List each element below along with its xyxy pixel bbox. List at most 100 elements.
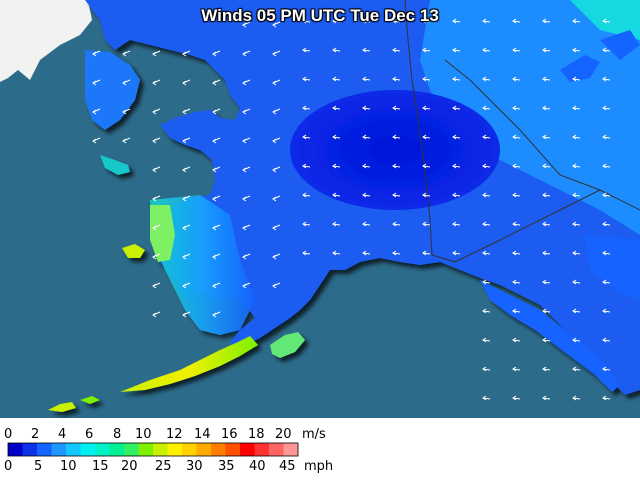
wind-arrow-head: [542, 395, 547, 401]
wind-arrow: [332, 194, 341, 197]
wind-arrow: [302, 136, 311, 139]
wind-arrow: [542, 339, 551, 342]
wind-arrow: [362, 194, 371, 197]
wind-arrow: [602, 136, 611, 139]
wind-arrow: [602, 223, 611, 226]
ms-tick-9: 18: [248, 427, 265, 442]
legend-frame: [7, 442, 299, 457]
wind-arrow: [392, 78, 401, 81]
wind-arrow-head: [182, 196, 187, 202]
legend-swatch: [66, 443, 81, 456]
wind-arrow-head: [542, 105, 547, 111]
mph-tick-7: 35: [218, 459, 235, 474]
wind-arrow-head: [332, 18, 337, 24]
wind-arrow-head: [572, 250, 577, 256]
wind-arrow-head: [242, 51, 247, 57]
wind-arrow-head: [542, 163, 547, 169]
wind-arrow: [302, 194, 311, 197]
wind-arrow: [572, 368, 581, 371]
wind-arrow: [482, 310, 491, 313]
wind-arrow-head: [572, 47, 577, 53]
wind-arrow: [572, 49, 581, 52]
wind-arrow-head: [212, 167, 217, 173]
wind-arrow: [512, 49, 521, 52]
wind-arrow-head: [512, 105, 517, 111]
ms-tick-4: 8: [113, 427, 121, 442]
siberia-land: [0, 0, 92, 82]
mph-tick-0: 0: [4, 459, 12, 474]
wind-arrow: [602, 107, 611, 110]
ms-tick-3: 6: [85, 427, 93, 442]
wind-arrow-head: [512, 366, 517, 372]
wind-arrow-head: [422, 105, 427, 111]
wind-arrow: [542, 165, 551, 168]
wind-arrow-head: [392, 134, 397, 140]
wind-arrow-head: [482, 221, 487, 227]
aleutian-west-2: [80, 396, 100, 404]
wind-arrow: [542, 20, 551, 23]
wind-arrow: [392, 223, 401, 226]
wind-arrow: [452, 165, 461, 168]
wind-arrow-head: [332, 134, 337, 140]
wind-arrow-head: [332, 221, 337, 227]
wind-arrow: [482, 20, 491, 23]
wind-arrow-head: [212, 196, 217, 202]
wind-arrow: [572, 252, 581, 255]
legend-swatch: [124, 443, 139, 456]
wind-arrow-head: [152, 254, 157, 260]
wind-arrow-head: [242, 283, 247, 289]
wind-arrow-head: [602, 163, 607, 169]
wind-arrow-head: [512, 308, 517, 314]
wind-arrow-head: [422, 192, 427, 198]
wind-arrow-head: [482, 163, 487, 169]
wind-arrow-head: [452, 105, 457, 111]
mph-unit: mph: [304, 459, 333, 474]
wind-arrow-head: [602, 250, 607, 256]
wind-arrow: [392, 252, 401, 255]
wind-arrow-head: [422, 76, 427, 82]
wind-arrow-head: [572, 134, 577, 140]
wind-arrow: [422, 49, 431, 52]
canada-southeast: [585, 235, 640, 300]
wind-arrow-head: [482, 337, 487, 343]
wind-arrow: [602, 310, 611, 313]
wind-arrow-head: [302, 105, 307, 111]
wind-arrow: [602, 78, 611, 81]
wind-arrow-head: [512, 221, 517, 227]
wind-arrow: [542, 252, 551, 255]
wind-arrow: [572, 165, 581, 168]
wind-arrow: [332, 78, 341, 81]
wind-arrow: [512, 310, 521, 313]
wind-arrow-head: [332, 105, 337, 111]
wind-arrow-head: [512, 18, 517, 24]
wind-arrow: [572, 339, 581, 342]
wind-arrow-head: [302, 163, 307, 169]
wind-map: Winds 05 PM UTC Tue Dec 13: [0, 0, 640, 418]
wind-arrow: [542, 78, 551, 81]
wind-arrow-head: [482, 18, 487, 24]
wind-arrow-head: [122, 109, 127, 115]
st-lawrence-island: [100, 155, 130, 175]
us-canada-border: [404, 0, 456, 263]
wind-arrow: [452, 223, 461, 226]
wind-arrow: [542, 194, 551, 197]
wind-arrow-head: [302, 250, 307, 256]
arctic-island-2: [600, 30, 640, 60]
wind-arrow-head: [452, 250, 457, 256]
wind-arrow: [542, 136, 551, 139]
wind-arrow-head: [302, 192, 307, 198]
wind-arrow-head: [242, 138, 247, 144]
wind-arrow: [602, 49, 611, 52]
wind-arrow: [512, 252, 521, 255]
wind-arrow: [542, 397, 551, 400]
wind-arrow-head: [572, 76, 577, 82]
wind-arrow: [362, 20, 371, 23]
wind-arrow-head: [542, 18, 547, 24]
wind-arrow-head: [602, 134, 607, 140]
wind-arrow-head: [452, 76, 457, 82]
wind-arrow-head: [602, 308, 607, 314]
wind-arrow-head: [212, 312, 217, 318]
wind-arrow-head: [452, 163, 457, 169]
legend-canvas: 0 2 4 6 8 10 12 14 16 18 20 m/s 0 5 10 1…: [4, 427, 333, 474]
wind-arrow: [482, 165, 491, 168]
